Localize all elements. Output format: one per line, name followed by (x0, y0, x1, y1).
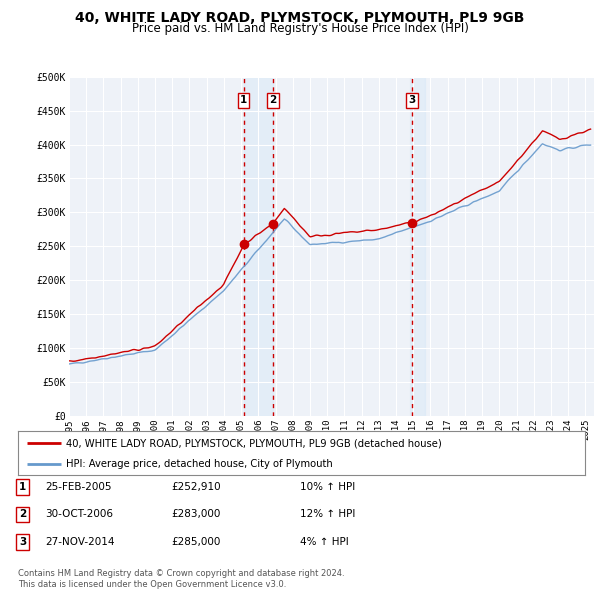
Text: 1: 1 (240, 96, 247, 106)
Text: 30-OCT-2006: 30-OCT-2006 (45, 510, 113, 519)
Text: 10% ↑ HPI: 10% ↑ HPI (300, 482, 355, 491)
Text: Contains HM Land Registry data © Crown copyright and database right 2024.
This d: Contains HM Land Registry data © Crown c… (18, 569, 344, 589)
Text: 3: 3 (408, 96, 415, 106)
Text: 40, WHITE LADY ROAD, PLYMSTOCK, PLYMOUTH, PL9 9GB (detached house): 40, WHITE LADY ROAD, PLYMSTOCK, PLYMOUTH… (66, 438, 442, 448)
Bar (244, 77, 272, 416)
Text: 1: 1 (19, 482, 26, 491)
Text: 4% ↑ HPI: 4% ↑ HPI (300, 537, 349, 547)
Text: £252,910: £252,910 (171, 482, 221, 491)
Text: 3: 3 (19, 537, 26, 547)
Text: 2: 2 (269, 96, 276, 106)
Text: 27-NOV-2014: 27-NOV-2014 (45, 537, 115, 547)
Text: 2: 2 (19, 510, 26, 519)
Text: £283,000: £283,000 (171, 510, 220, 519)
Text: Price paid vs. HM Land Registry's House Price Index (HPI): Price paid vs. HM Land Registry's House … (131, 22, 469, 35)
Bar (410, 77, 425, 416)
Text: 40, WHITE LADY ROAD, PLYMSTOCK, PLYMOUTH, PL9 9GB: 40, WHITE LADY ROAD, PLYMSTOCK, PLYMOUTH… (76, 11, 524, 25)
Text: £285,000: £285,000 (171, 537, 220, 547)
Text: HPI: Average price, detached house, City of Plymouth: HPI: Average price, detached house, City… (66, 459, 333, 469)
Text: 25-FEB-2005: 25-FEB-2005 (45, 482, 112, 491)
Text: 12% ↑ HPI: 12% ↑ HPI (300, 510, 355, 519)
